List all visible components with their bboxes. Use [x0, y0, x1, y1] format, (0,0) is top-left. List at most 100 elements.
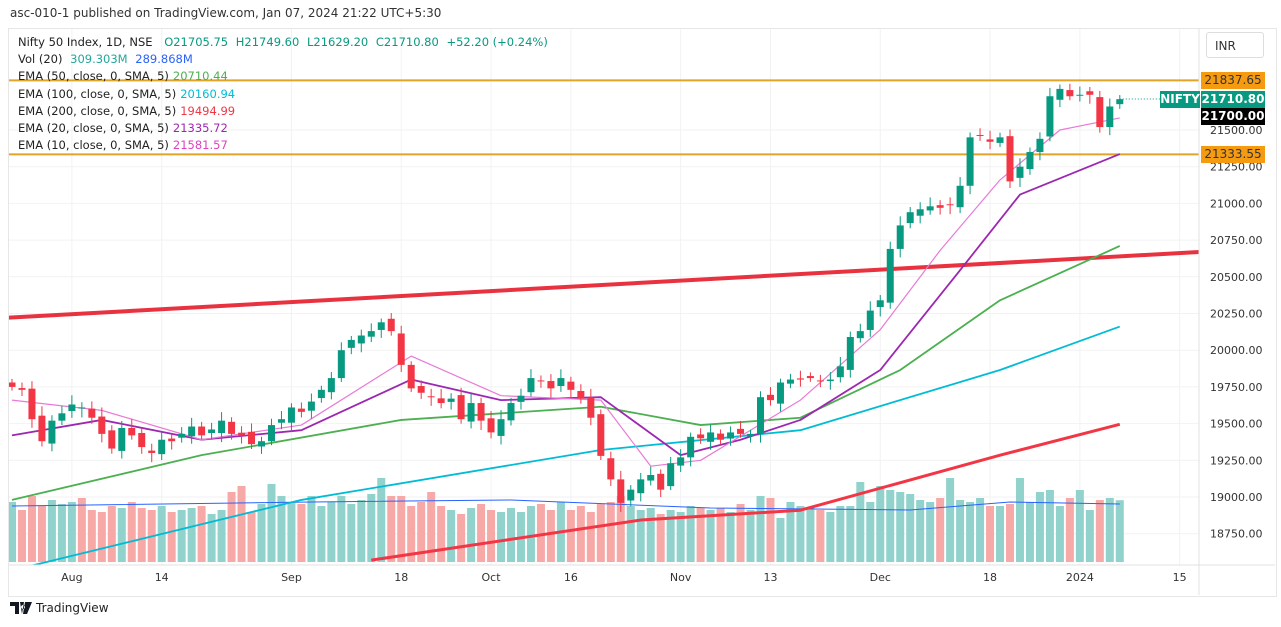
ema-line: [11, 153, 1121, 457]
volume-bar: [616, 496, 625, 562]
candle-body: [806, 376, 814, 379]
time-tick-label: 15: [1173, 571, 1187, 584]
candle-body: [18, 388, 26, 390]
candle-body: [1086, 91, 1094, 95]
volume-bar: [1095, 500, 1104, 562]
volume-bar: [736, 504, 745, 562]
footer-brand[interactable]: TradingView: [10, 601, 109, 615]
volume-bar: [626, 506, 635, 562]
candle-body: [158, 439, 166, 455]
vol-ma-value: 289.868M: [135, 52, 193, 67]
candle-body: [677, 457, 685, 466]
candle-body: [417, 386, 425, 393]
volume-bar: [606, 502, 615, 562]
volume-bar: [367, 494, 376, 562]
last-price-label: 21710.80: [1201, 91, 1265, 108]
volume-bar: [347, 504, 356, 562]
candle-body: [607, 458, 615, 480]
volume-bar: [646, 508, 655, 562]
candle-body: [437, 398, 445, 404]
candle-body: [128, 428, 136, 436]
candle-body: [407, 364, 415, 389]
candle-body: [667, 463, 675, 487]
high-value: H21749.60: [235, 35, 300, 49]
volume-bar: [307, 496, 316, 562]
price-tick-label: 19000.00: [1210, 491, 1263, 504]
candle-body: [467, 403, 475, 422]
price-tick-label: 19250.00: [1210, 454, 1263, 467]
ema-label[interactable]: EMA (10, close, 0, SMA, 5): [18, 138, 169, 153]
volume-bar: [317, 506, 326, 562]
ema-label[interactable]: EMA (200, close, 0, SMA, 5): [18, 103, 177, 118]
ema-row-100: EMA (100, close, 0, SMA, 5) 20160.94: [18, 86, 548, 103]
candle-body: [557, 378, 565, 387]
volume-bar: [387, 496, 396, 562]
candle-body: [1116, 99, 1124, 105]
ema-label[interactable]: EMA (100, close, 0, SMA, 5): [18, 86, 177, 101]
volume-bar: [976, 498, 985, 562]
volume-bar: [377, 478, 386, 562]
volume-bar: [137, 508, 146, 562]
time-tick-label: Oct: [482, 571, 502, 584]
candle-body: [178, 433, 186, 438]
currency-button[interactable]: INR: [1206, 32, 1264, 58]
price-tick-label: 21000.00: [1210, 197, 1263, 210]
volume-bar: [746, 510, 755, 562]
candle-body: [477, 403, 485, 421]
candle-body: [1066, 90, 1074, 97]
vol-label[interactable]: Vol (20): [18, 52, 63, 67]
time-tick-label: Dec: [870, 571, 891, 584]
volume-row: Vol (20) 309.303M 289.868M: [18, 51, 548, 68]
candle-body: [687, 436, 695, 458]
volume-bar: [217, 510, 226, 562]
volume-bar: [497, 512, 506, 562]
volume-bar: [197, 506, 206, 562]
candle-body: [367, 331, 375, 337]
candle-body: [766, 394, 774, 401]
volume-bar: [327, 502, 336, 562]
volume-bar: [227, 492, 236, 562]
volume-bar: [117, 508, 126, 562]
chart-panel[interactable]: [8, 28, 1277, 597]
candle-body: [577, 391, 585, 399]
candle-body: [567, 381, 575, 390]
symbol-name[interactable]: Nifty 50 Index, 1D, NSE: [18, 35, 153, 49]
volume-bar: [816, 510, 825, 562]
candle-body: [826, 379, 834, 382]
candle-body: [866, 310, 874, 330]
volume-bar: [1035, 492, 1044, 562]
candle-body: [1096, 97, 1104, 128]
candle-body: [886, 248, 894, 303]
candle-body: [846, 336, 854, 370]
volume-bar: [676, 512, 685, 562]
candle-body: [337, 350, 345, 379]
volume-bar: [507, 508, 515, 562]
volume-bar: [337, 496, 346, 562]
candle-body: [527, 378, 535, 393]
volume-bar: [576, 506, 585, 562]
candle-body: [68, 404, 76, 411]
plot-area: [9, 29, 1199, 565]
ema-label[interactable]: EMA (20, close, 0, SMA, 5): [18, 121, 169, 136]
ema-value: 20710.44: [172, 69, 228, 84]
ema-value: 21335.72: [172, 121, 228, 136]
candle-body: [118, 428, 126, 451]
candle-body: [976, 134, 984, 136]
volume-bar: [297, 504, 306, 562]
ema-label[interactable]: EMA (50, close, 0, SMA, 5): [18, 69, 169, 84]
candle-body: [28, 388, 36, 420]
volume-bar: [666, 510, 675, 562]
candle-body: [856, 331, 864, 339]
volume-bar: [1006, 504, 1014, 562]
candle-body: [317, 389, 325, 399]
volume-bar: [1115, 500, 1124, 562]
candle-body: [258, 441, 265, 447]
tradingview-logo-icon: [10, 602, 32, 614]
volume-bar: [487, 510, 496, 562]
open-value: O21705.75: [164, 35, 229, 49]
volume-bar: [786, 502, 795, 562]
candle-body: [9, 382, 16, 387]
volume-bar: [127, 502, 136, 562]
candle-body: [697, 434, 705, 439]
